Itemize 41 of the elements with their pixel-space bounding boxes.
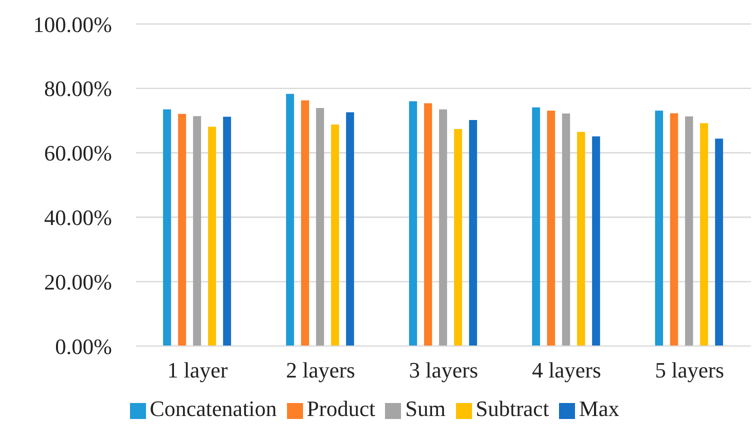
bar [454, 128, 462, 346]
legend-label: Sum [405, 396, 446, 421]
bar [346, 112, 354, 346]
bar [715, 138, 724, 346]
x-tick-label: 1 layer [167, 358, 228, 383]
y-tick-label: 0.00% [55, 334, 112, 359]
y-tick-label: 20.00% [44, 269, 112, 294]
bar [547, 110, 556, 346]
x-tick-label: 5 layers [654, 358, 724, 383]
bar [532, 107, 540, 346]
bar [655, 110, 664, 346]
bar [409, 101, 418, 346]
bar [469, 120, 478, 346]
bar [208, 126, 216, 346]
bar [193, 116, 202, 346]
bar [286, 94, 294, 346]
bar [685, 116, 694, 346]
legend-label: Concatenation [150, 396, 277, 421]
bar [163, 109, 172, 346]
bar [670, 113, 678, 346]
bar [424, 103, 432, 346]
bar [592, 136, 600, 346]
x-tick-label: 2 layers [286, 358, 356, 383]
y-tick-label: 100.00% [33, 12, 112, 37]
bar [316, 108, 324, 346]
legend-label: Subtract [476, 396, 549, 421]
x-tick-label: 3 layers [408, 358, 478, 383]
bar [301, 100, 310, 346]
y-tick-label: 60.00% [44, 140, 112, 166]
bar [700, 123, 708, 346]
bar [178, 114, 186, 346]
bar [223, 116, 232, 346]
y-tick-label: 40.00% [44, 205, 112, 230]
bar [439, 109, 448, 346]
y-tick-label: 80.00% [44, 76, 112, 102]
bar [331, 124, 340, 346]
legend-label: Max [578, 396, 620, 421]
x-tick-label: 4 layers [532, 358, 602, 383]
bar [562, 114, 570, 346]
bar [577, 132, 586, 346]
legend-label: Product [306, 396, 376, 421]
